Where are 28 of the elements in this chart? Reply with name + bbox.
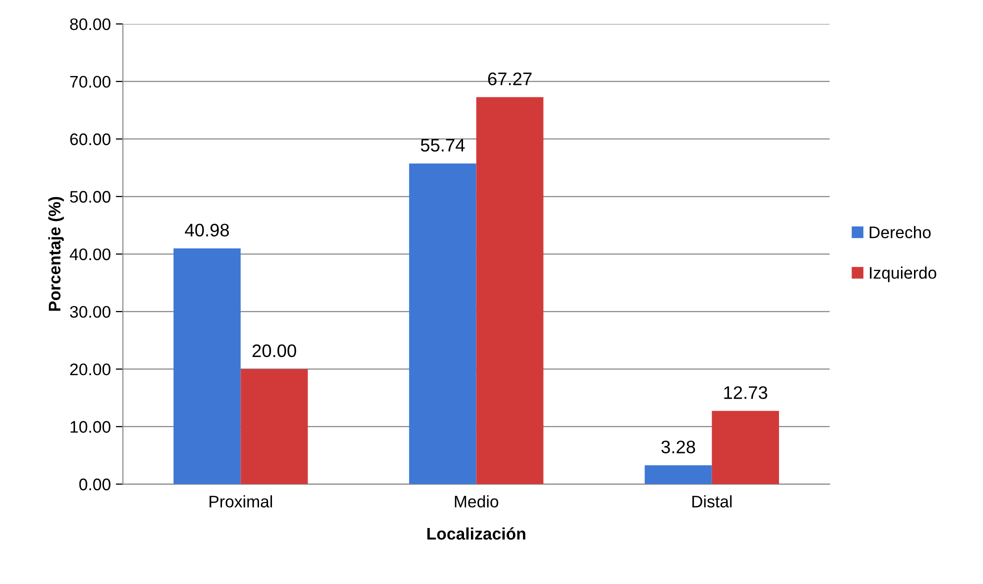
data-label: 3.28 bbox=[661, 440, 696, 454]
x-tick-label: Medio bbox=[454, 495, 498, 508]
bar bbox=[240, 369, 308, 484]
bar bbox=[409, 163, 476, 484]
data-label: 40.98 bbox=[184, 224, 229, 236]
y-tick-label: 30.00 bbox=[70, 306, 110, 318]
y-axis-title: Porcentaje (%) bbox=[48, 196, 64, 311]
y-tick-label: 0.00 bbox=[79, 478, 110, 490]
x-axis-title: Localización bbox=[427, 527, 526, 540]
data-label: 20.00 bbox=[252, 344, 296, 358]
legend-label: Derecho bbox=[870, 226, 931, 238]
y-tick-label: 40.00 bbox=[70, 248, 110, 260]
bar bbox=[174, 248, 241, 484]
data-label: 55.74 bbox=[420, 138, 465, 152]
y-tick-label: 50.00 bbox=[70, 190, 110, 203]
legend-label: Izquierdo bbox=[870, 266, 936, 282]
y-tick-label: 20.00 bbox=[70, 363, 110, 376]
x-tick-label: Proximal bbox=[210, 495, 272, 508]
data-label: 67.27 bbox=[488, 72, 532, 86]
bar bbox=[476, 97, 544, 484]
y-tick-label: 60.00 bbox=[70, 133, 110, 146]
x-tick-label: Distal bbox=[692, 495, 732, 508]
bar bbox=[644, 465, 712, 484]
y-tick-label: 80.00 bbox=[70, 18, 110, 30]
bar bbox=[712, 410, 779, 484]
y-tick-label: 10.00 bbox=[70, 421, 110, 433]
y-tick-label: 70.00 bbox=[70, 76, 110, 88]
data-label: 12.73 bbox=[724, 386, 768, 400]
